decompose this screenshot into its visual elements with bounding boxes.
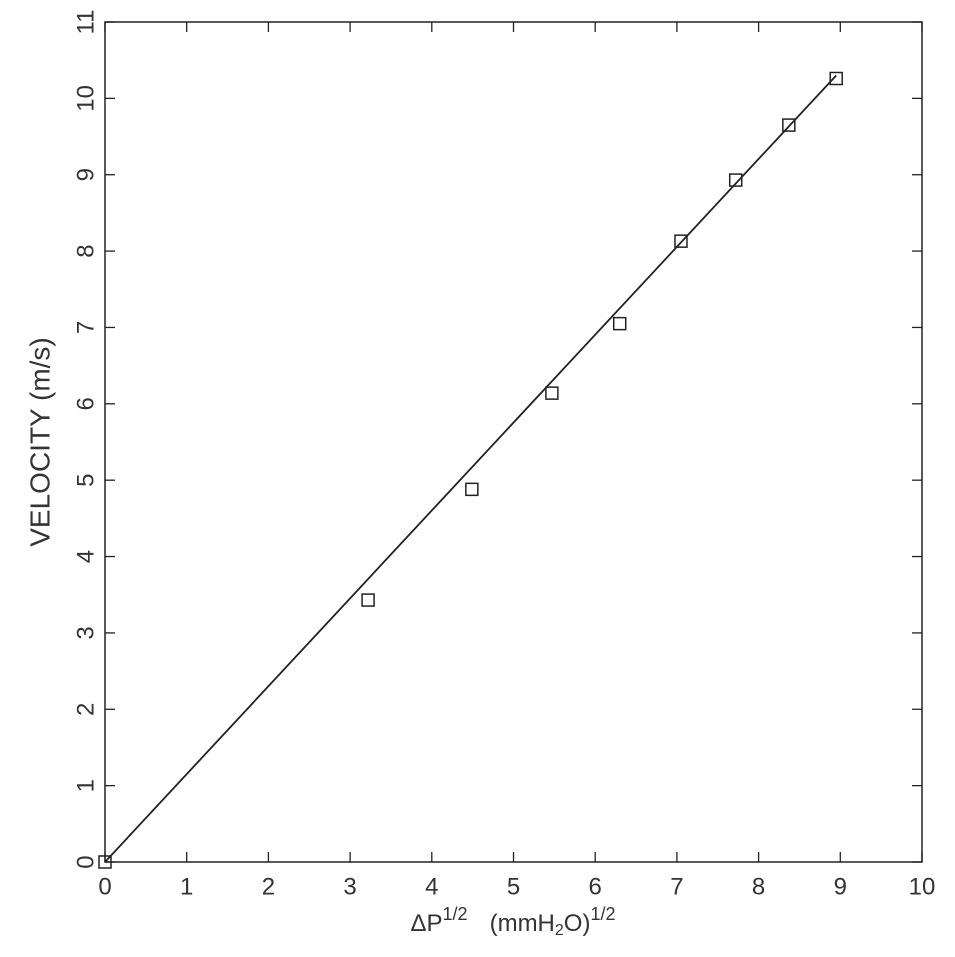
x-tick-label: 2 bbox=[262, 873, 275, 900]
x-label-part: 1/2 bbox=[443, 904, 468, 924]
x-tick-label: 8 bbox=[752, 873, 765, 900]
x-label-part: (mmH bbox=[490, 910, 555, 937]
y-tick-label: 4 bbox=[72, 550, 99, 563]
data-point bbox=[465, 482, 479, 497]
x-tick-label: 0 bbox=[98, 873, 111, 900]
x-label-part: O) bbox=[564, 910, 591, 937]
data-point bbox=[361, 593, 375, 607]
x-tick-label: 6 bbox=[589, 873, 602, 900]
data-point bbox=[612, 316, 627, 331]
y-tick-label: 10 bbox=[72, 85, 99, 112]
x-tick-label: 5 bbox=[507, 873, 520, 900]
y-tick-label: 3 bbox=[72, 626, 99, 639]
x-tick-label: 3 bbox=[343, 873, 356, 900]
x-tick-label: 4 bbox=[425, 873, 438, 900]
data-point bbox=[674, 234, 688, 248]
y-tick-label: 9 bbox=[72, 168, 99, 181]
y-tick-label: 8 bbox=[72, 244, 99, 257]
y-tick-label: 5 bbox=[72, 474, 99, 487]
x-tick-label: 10 bbox=[909, 873, 936, 900]
y-tick-label: 2 bbox=[72, 703, 99, 716]
data-point bbox=[782, 118, 796, 132]
y-tick-label: 7 bbox=[72, 321, 99, 334]
y-tick-label: 11 bbox=[72, 10, 99, 35]
data-point bbox=[728, 173, 743, 187]
data-point bbox=[545, 386, 559, 400]
data-point bbox=[98, 855, 112, 869]
y-tick-label: 0 bbox=[72, 855, 99, 868]
y-tick-label: 6 bbox=[72, 397, 99, 410]
x-axis-label: ΔP1/2 (mmH2O)1/2 bbox=[411, 904, 616, 939]
x-tick-label: 9 bbox=[834, 873, 847, 900]
fit-line bbox=[104, 74, 837, 863]
x-tick-label: 7 bbox=[670, 873, 683, 900]
x-label-part: ΔP bbox=[411, 910, 443, 937]
x-label-part: 1/2 bbox=[590, 904, 615, 924]
x-label-part: 2 bbox=[555, 922, 564, 939]
y-axis-label: VELOCITY (m/s) bbox=[24, 337, 55, 547]
y-tick-label: 1 bbox=[72, 779, 99, 792]
plot-frame bbox=[104, 21, 923, 863]
data-point bbox=[829, 71, 843, 86]
x-tick-label: 1 bbox=[180, 873, 193, 900]
